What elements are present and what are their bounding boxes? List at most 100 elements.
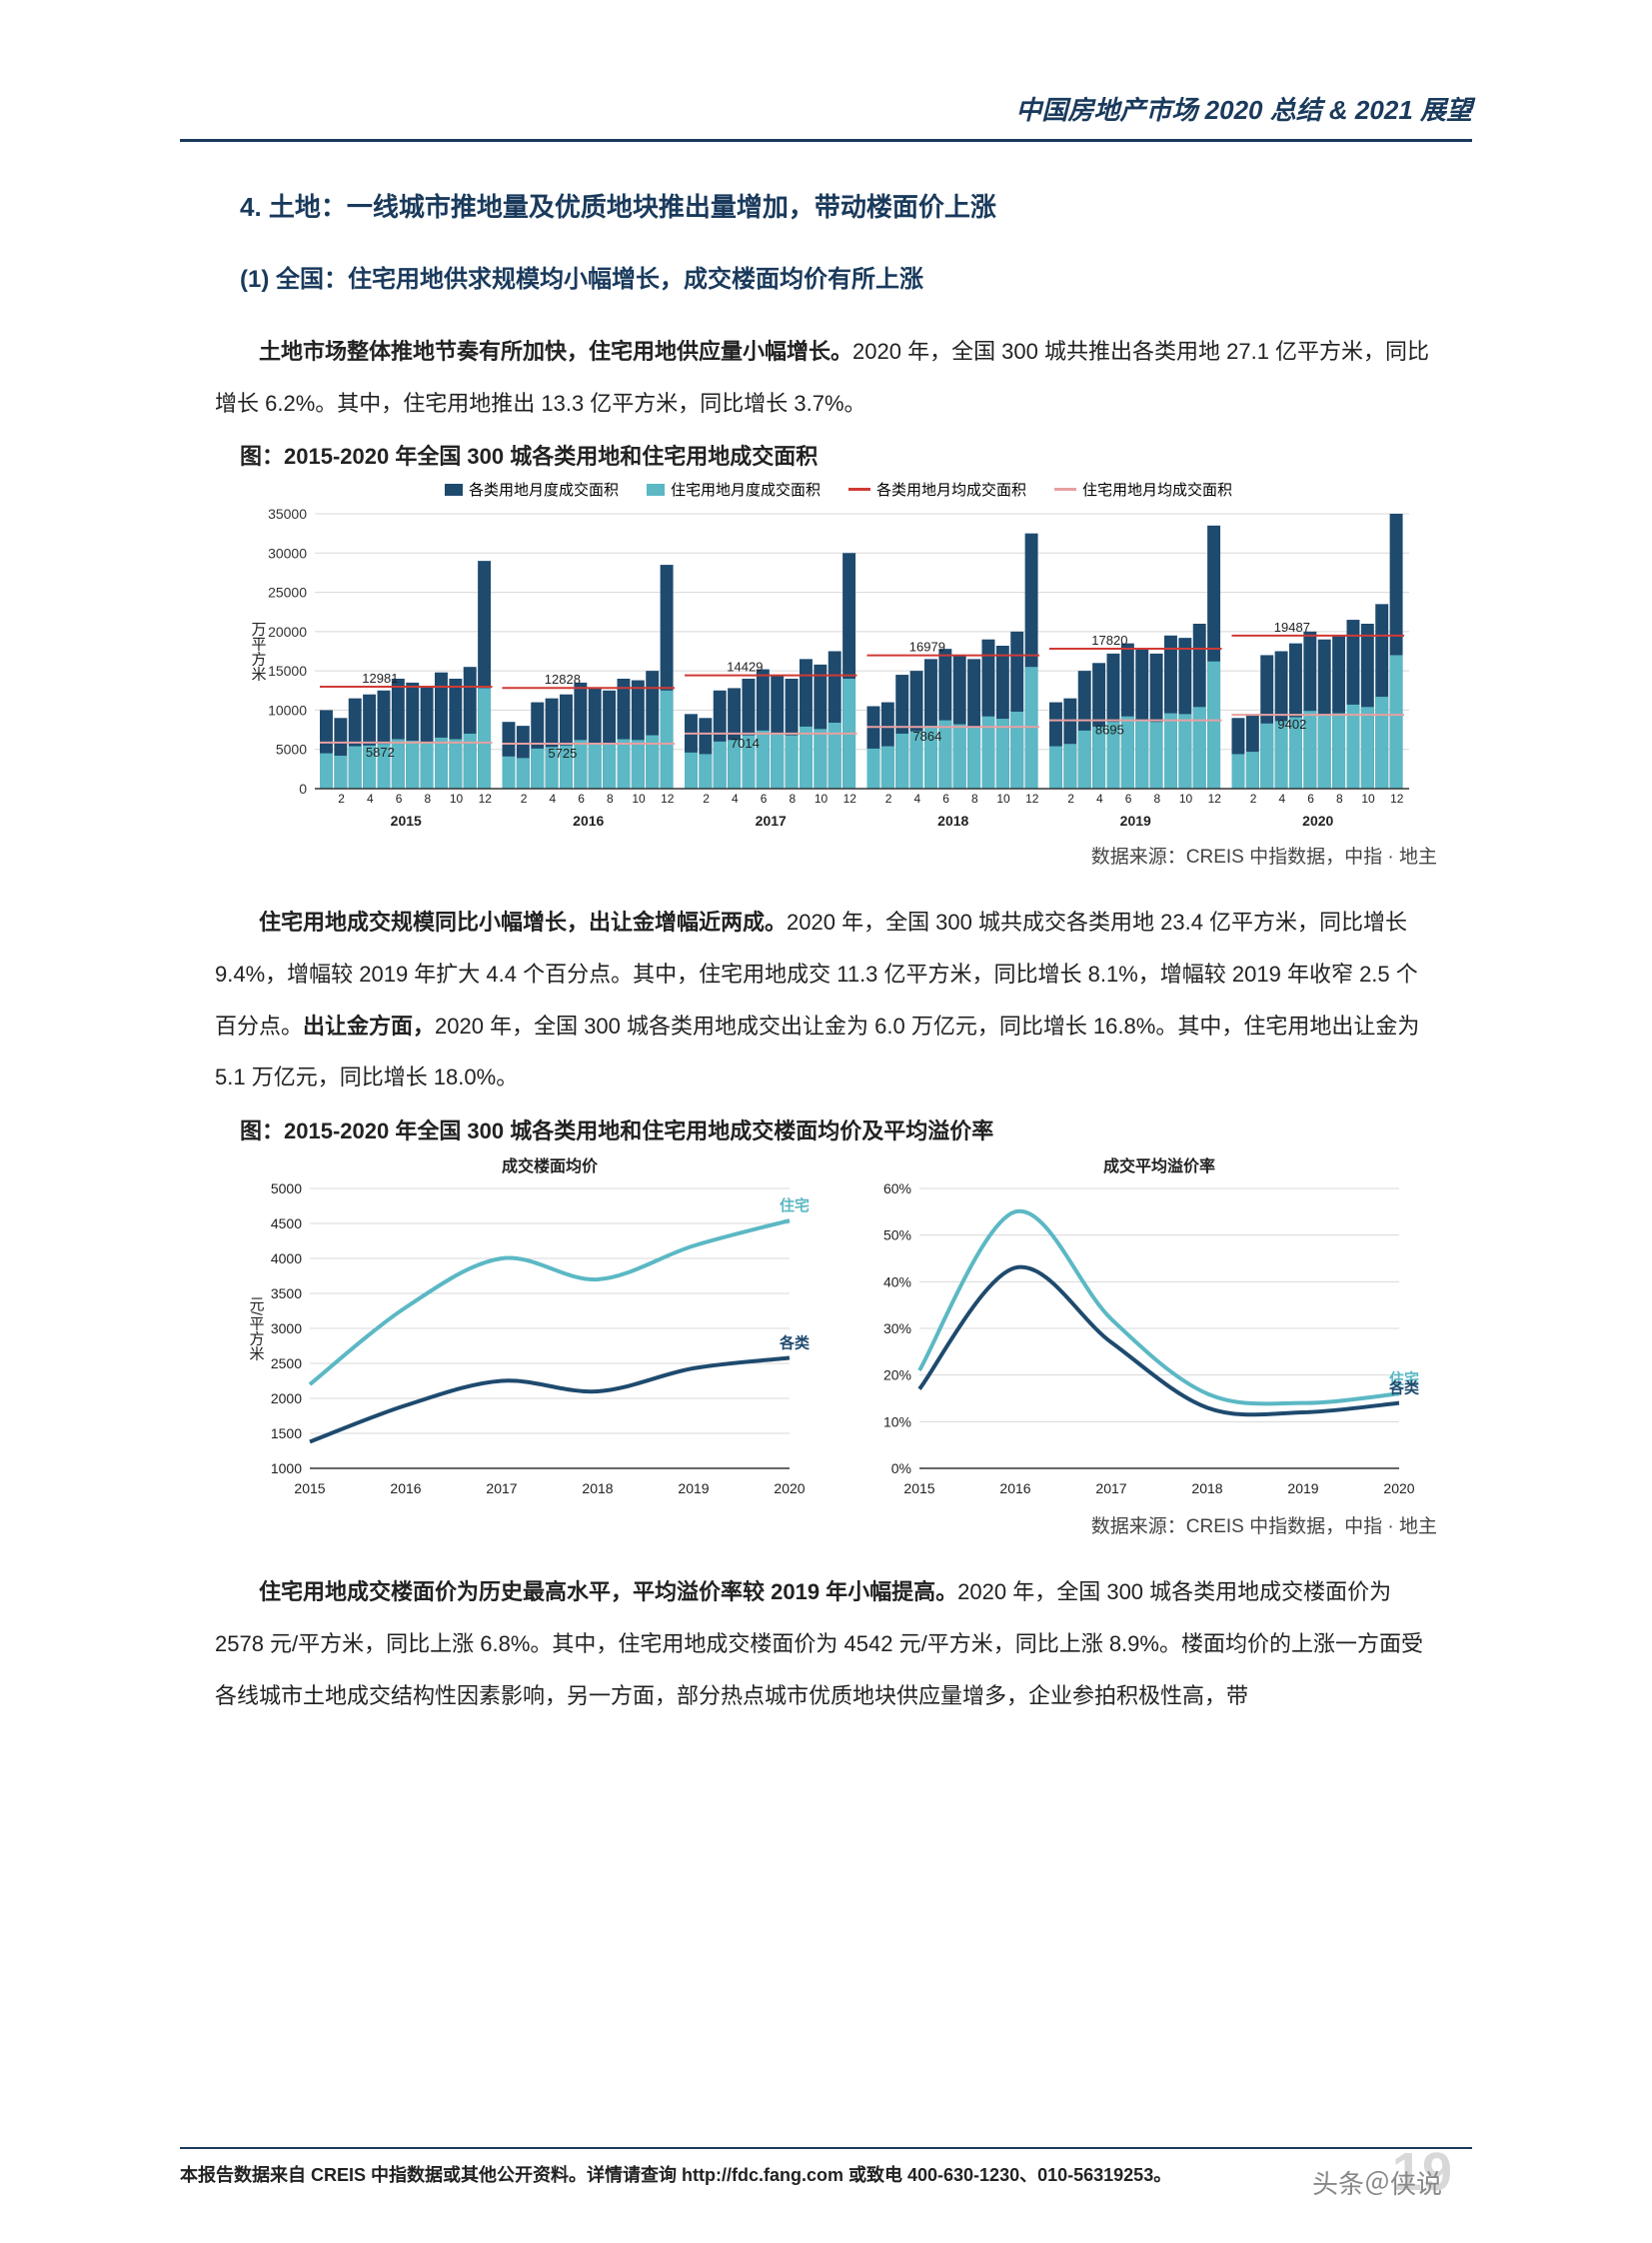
svg-text:0: 0 [299, 781, 307, 797]
paragraph-1: 土地市场整体推地节奏有所加快，住宅用地供应量小幅增长。2020 年，全国 300… [180, 326, 1472, 429]
svg-text:成交楼面均价: 成交楼面均价 [502, 1156, 599, 1175]
svg-text:2016: 2016 [573, 813, 604, 829]
svg-text:30%: 30% [883, 1320, 911, 1336]
svg-text:12: 12 [1390, 792, 1404, 806]
figure2-title: 图：2015-2020 年全国 300 城各类用地和住宅用地成交楼面均价及平均溢… [240, 1114, 1472, 1145]
svg-text:6: 6 [578, 792, 585, 806]
svg-text:16979: 16979 [909, 640, 945, 655]
svg-text:12981: 12981 [362, 671, 398, 686]
svg-text:60%: 60% [883, 1180, 911, 1196]
svg-text:2: 2 [703, 792, 710, 806]
chart3-svg: 成交平均溢价率0%10%20%30%40%50%60%2015201620172… [849, 1153, 1429, 1503]
svg-text:8: 8 [971, 792, 978, 806]
svg-text:2017: 2017 [1095, 1480, 1126, 1496]
svg-text:10000: 10000 [268, 703, 307, 719]
svg-text:2015: 2015 [294, 1480, 325, 1496]
svg-text:10: 10 [1179, 792, 1193, 806]
svg-text:0%: 0% [891, 1460, 911, 1476]
svg-text:19487: 19487 [1274, 620, 1310, 635]
svg-text:12: 12 [661, 792, 675, 806]
svg-text:5000: 5000 [276, 742, 307, 758]
watermark: 头条＠侠说 [1312, 2164, 1442, 2201]
svg-text:万平方米: 万平方米 [250, 622, 267, 682]
svg-text:10: 10 [996, 792, 1010, 806]
svg-text:10: 10 [1361, 792, 1375, 806]
svg-text:8: 8 [607, 792, 614, 806]
chart1-svg: 05000100001500020000250003000035000万平方米1… [240, 504, 1419, 834]
svg-text:1000: 1000 [271, 1460, 302, 1476]
svg-text:6: 6 [396, 792, 403, 806]
svg-text:10: 10 [450, 792, 464, 806]
svg-text:2500: 2500 [271, 1355, 302, 1371]
svg-text:14429: 14429 [727, 660, 763, 675]
footer: 本报告数据来自 CREIS 中指数据或其他公开资料。详情请查询 http://f… [180, 2147, 1472, 2187]
svg-text:50%: 50% [883, 1227, 911, 1243]
svg-text:4: 4 [1278, 792, 1285, 806]
svg-text:2015: 2015 [903, 1480, 934, 1496]
svg-text:2018: 2018 [937, 813, 968, 829]
svg-text:20%: 20% [883, 1367, 911, 1383]
source-1: 数据来源：CREIS 中指数据，中指 · 地主 [180, 842, 1437, 869]
svg-text:2: 2 [1067, 792, 1074, 806]
svg-text:4: 4 [732, 792, 739, 806]
svg-text:9402: 9402 [1277, 718, 1306, 733]
svg-text:2020: 2020 [1383, 1480, 1414, 1496]
sub-title: (1) 全国：住宅用地供求规模均小幅增长，成交楼面均价有所上涨 [180, 259, 1472, 294]
svg-text:5000: 5000 [271, 1180, 302, 1196]
svg-text:4: 4 [367, 792, 374, 806]
svg-text:7014: 7014 [731, 736, 760, 751]
svg-text:6: 6 [761, 792, 768, 806]
source-2: 数据来源：CREIS 中指数据，中指 · 地主 [180, 1511, 1437, 1538]
svg-text:5725: 5725 [548, 746, 577, 761]
svg-text:25000: 25000 [268, 585, 307, 601]
svg-text:成交平均溢价率: 成交平均溢价率 [1103, 1156, 1215, 1175]
svg-text:元/平方米: 元/平方米 [248, 1296, 265, 1360]
svg-text:2020: 2020 [774, 1480, 805, 1496]
svg-text:4500: 4500 [271, 1215, 302, 1231]
svg-text:3000: 3000 [271, 1320, 302, 1336]
svg-text:4: 4 [913, 792, 920, 806]
svg-text:2: 2 [885, 792, 892, 806]
svg-text:6: 6 [1307, 792, 1314, 806]
svg-text:8695: 8695 [1095, 723, 1124, 738]
page: 中国房地产市场 2020 总结 & 2021 展望 4. 土地：一线城市推地量及… [0, 0, 1652, 2243]
paragraph-2: 住宅用地成交规模同比小幅增长，出让金增幅近两成。2020 年，全国 300 城共… [180, 897, 1472, 1104]
svg-text:2: 2 [1250, 792, 1257, 806]
svg-text:2017: 2017 [486, 1480, 517, 1496]
svg-text:2015: 2015 [391, 813, 422, 829]
chart2-row: 成交楼面均价1000150020002500300035004000450050… [240, 1153, 1437, 1503]
svg-text:7864: 7864 [912, 730, 941, 745]
svg-text:40%: 40% [883, 1273, 911, 1289]
svg-text:2017: 2017 [756, 813, 787, 829]
svg-text:2018: 2018 [582, 1480, 613, 1496]
chart2-svg: 成交楼面均价1000150020002500300035004000450050… [240, 1153, 820, 1503]
svg-text:2019: 2019 [678, 1480, 709, 1496]
svg-text:2: 2 [338, 792, 345, 806]
svg-text:17820: 17820 [1091, 633, 1127, 648]
svg-text:8: 8 [424, 792, 431, 806]
svg-text:各类: 各类 [779, 1334, 811, 1352]
paragraph-3: 住宅用地成交楼面价为历史最高水平，平均溢价率较 2019 年小幅提高。2020 … [180, 1566, 1472, 1721]
svg-text:2016: 2016 [390, 1480, 421, 1496]
chart1-container: 各类用地月度成交面积 住宅用地月度成交面积 各类用地月均成交面积 住宅用地月均成… [240, 479, 1437, 834]
svg-text:各类: 各类 [1388, 1379, 1420, 1397]
svg-text:3500: 3500 [271, 1285, 302, 1301]
svg-text:12: 12 [1208, 792, 1222, 806]
svg-text:10: 10 [632, 792, 646, 806]
svg-text:12: 12 [1025, 792, 1039, 806]
svg-text:2018: 2018 [1191, 1480, 1222, 1496]
svg-text:8: 8 [1336, 792, 1343, 806]
page-header: 中国房地产市场 2020 总结 & 2021 展望 [180, 90, 1472, 142]
svg-text:12: 12 [843, 792, 857, 806]
svg-text:5872: 5872 [366, 745, 395, 760]
svg-text:2019: 2019 [1287, 1480, 1318, 1496]
svg-text:6: 6 [942, 792, 949, 806]
svg-text:6: 6 [1125, 792, 1132, 806]
svg-text:4000: 4000 [271, 1250, 302, 1266]
svg-text:10%: 10% [883, 1413, 911, 1429]
svg-text:20000: 20000 [268, 624, 307, 640]
svg-text:1500: 1500 [271, 1425, 302, 1441]
svg-text:35000: 35000 [268, 506, 307, 522]
svg-text:2020: 2020 [1302, 813, 1333, 829]
svg-text:12: 12 [479, 792, 493, 806]
